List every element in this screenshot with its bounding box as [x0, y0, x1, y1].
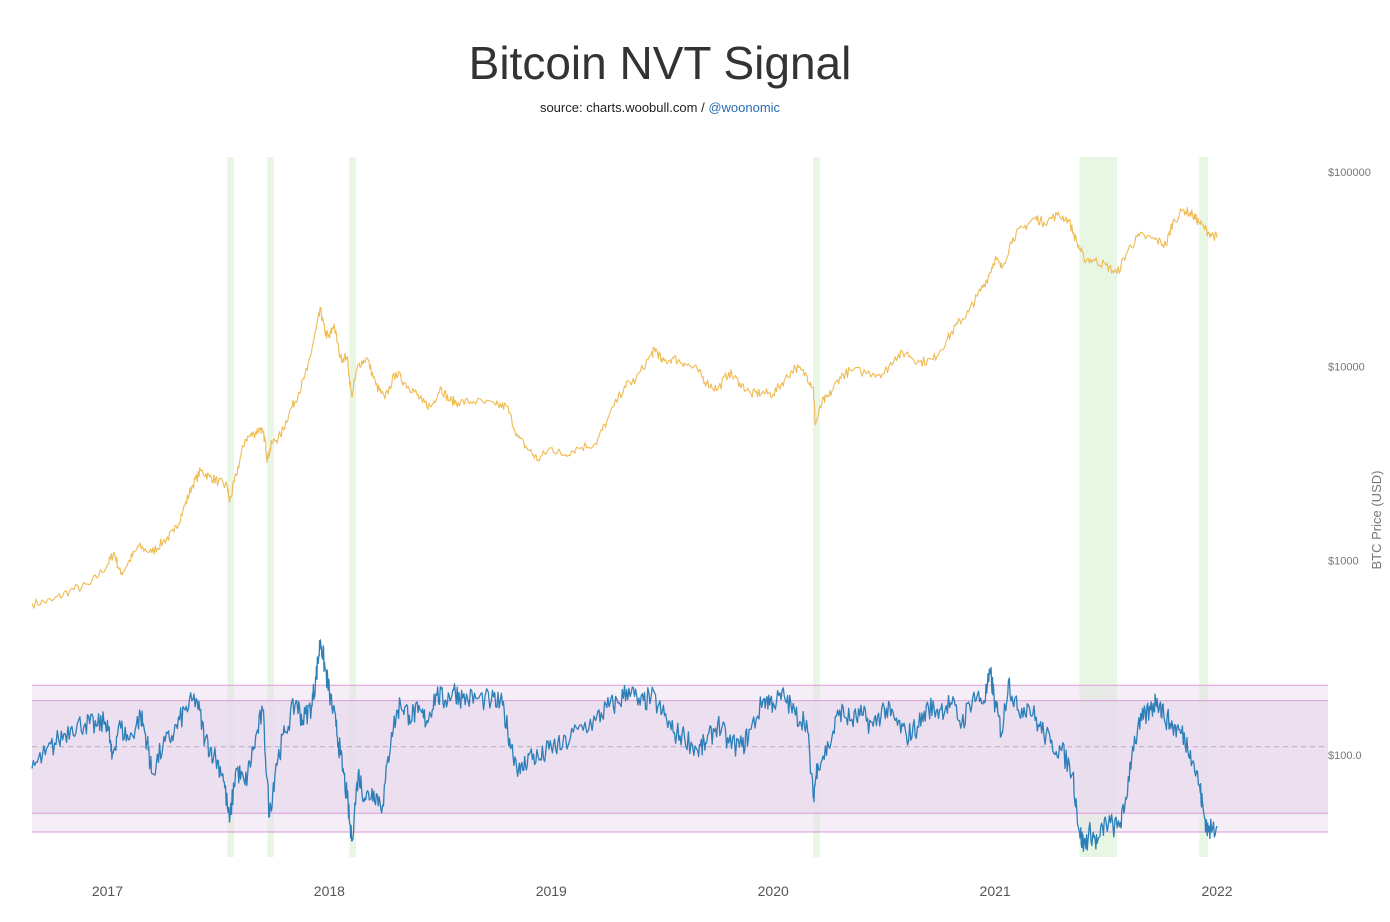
y-tick-label-1: $100000 — [1328, 167, 1371, 179]
buy-zone-4 — [813, 157, 820, 857]
x-tick-label-2022: 2022 — [1201, 883, 1232, 899]
chart-subtitle: source: charts.woobull.com / @woonomic — [0, 100, 1320, 115]
price-axis: $100000 $10000 $1000 $100.0 — [1328, 167, 1371, 762]
x-tick-label-2019: 2019 — [536, 883, 567, 899]
subtitle-source: source: charts.woobull.com / — [539, 100, 705, 115]
x-tick-label-2018: 2018 — [314, 883, 345, 899]
inner-band — [32, 700, 1328, 814]
nvt-bands — [32, 684, 1328, 833]
y-tick-label-2: $10000 — [1328, 361, 1365, 373]
price-series-line — [31, 206, 1218, 609]
buy-zone-1 — [227, 157, 234, 857]
subtitle-handle-link[interactable]: @woonomic — [708, 100, 781, 115]
y-axis-label: BTC Price (USD) — [1369, 471, 1384, 570]
buy-zone-2 — [267, 157, 274, 857]
x-tick-label-2020: 2020 — [758, 883, 789, 899]
x-tick-label-2021: 2021 — [980, 883, 1011, 899]
buy-zone-6 — [1199, 157, 1209, 857]
y-tick-label-4: $100.0 — [1328, 750, 1362, 762]
buy-zone-3 — [349, 157, 356, 857]
chart-title: Bitcoin NVT Signal — [468, 37, 852, 89]
chart-series — [31, 206, 1218, 852]
y-tick-label-3: $1000 — [1328, 556, 1359, 568]
x-tick-label-2017: 2017 — [92, 883, 123, 899]
time-axis: 2017 2018 2019 2020 2021 2022 — [92, 883, 1233, 899]
nvt-series-line — [31, 639, 1218, 852]
